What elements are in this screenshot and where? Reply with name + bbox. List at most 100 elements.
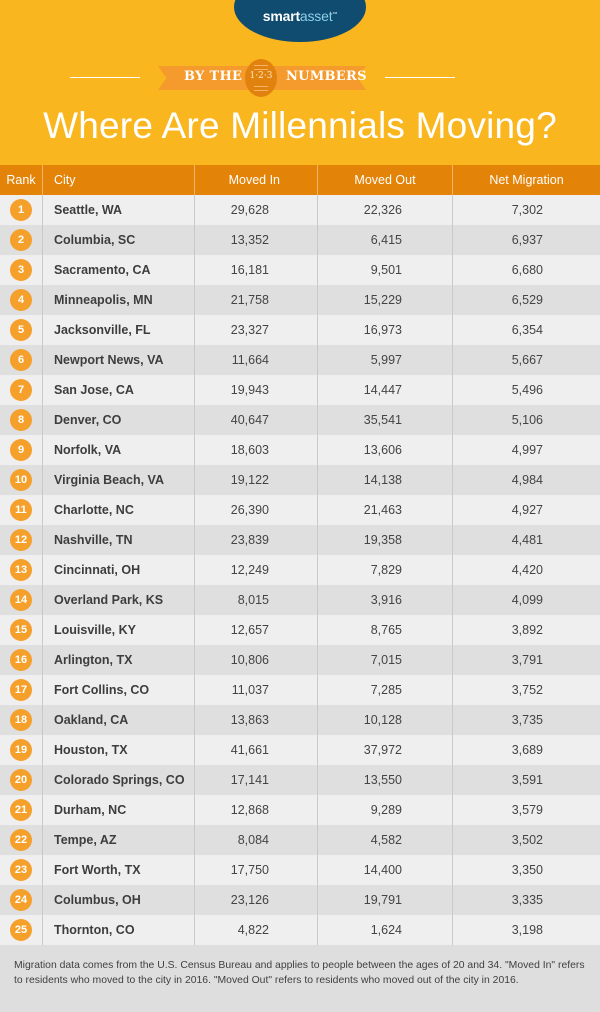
table-row: 16 Arlington, TX 10,806 7,015 3,791 (0, 645, 600, 675)
net-migration-cell: 3,752 (511, 683, 543, 697)
moved-in-cell: 41,661 (195, 735, 318, 765)
rank-badge: 4 (10, 289, 32, 311)
net-migration-cell: 3,579 (511, 803, 543, 817)
badge-text: 1·2·3 (249, 71, 273, 81)
table-row: 2 Columbia, SC 13,352 6,415 6,937 (0, 225, 600, 255)
table-row: 24 Columbus, OH 23,126 19,791 3,335 (0, 885, 600, 915)
rank-cell: 4 (0, 285, 43, 315)
moved-in-cell: 23,327 (195, 315, 318, 345)
ribbon-right-text: NUMBERS (286, 69, 367, 84)
badge-line (254, 86, 268, 87)
rank-cell: 11 (0, 495, 43, 525)
rank-badge: 24 (10, 889, 32, 911)
table-header: Rank City Moved In Moved Out Net Migrati… (0, 165, 600, 195)
logo-bold: smart (262, 8, 300, 24)
header-rank: Rank (0, 165, 43, 195)
moved-out-cell: 7,015 (318, 645, 453, 675)
moved-in-cell: 4,822 (195, 915, 318, 945)
net-migration-cell: 3,892 (511, 623, 543, 637)
net-migration-cell: 3,735 (511, 713, 543, 727)
moved-out-cell: 22,326 (318, 195, 453, 225)
moved-in-cell: 21,758 (195, 285, 318, 315)
moved-out-cell: 7,829 (318, 555, 453, 585)
header-city: City (43, 165, 195, 195)
city-cell: Charlotte, NC (43, 495, 195, 525)
net-migration-cell: 3,350 (511, 863, 543, 877)
moved-in-cell: 11,664 (195, 345, 318, 375)
net-migration-cell: 5,106 (511, 413, 543, 427)
moved-in-cell: 19,943 (195, 375, 318, 405)
city-cell: Nashville, TN (43, 525, 195, 555)
moved-in-cell: 8,084 (195, 825, 318, 855)
net-migration-cell: 4,997 (511, 443, 543, 457)
moved-in-cell: 12,868 (195, 795, 318, 825)
rank-badge: 18 (10, 709, 32, 731)
page-title: Where Are Millennials Moving? (43, 105, 557, 146)
migration-table: Rank City Moved In Moved Out Net Migrati… (0, 165, 600, 945)
rank-cell: 13 (0, 555, 43, 585)
rank-cell: 5 (0, 315, 43, 345)
rank-badge: 20 (10, 769, 32, 791)
moved-out-cell: 6,415 (318, 225, 453, 255)
rank-badge: 7 (10, 379, 32, 401)
rank-cell: 7 (0, 375, 43, 405)
city-cell: Jacksonville, FL (43, 315, 195, 345)
city-cell: Fort Collins, CO (43, 675, 195, 705)
net-migration-cell: 6,937 (511, 233, 543, 247)
rank-cell: 3 (0, 255, 43, 285)
rank-cell: 1 (0, 195, 43, 225)
table-row: 15 Louisville, KY 12,657 8,765 3,892 (0, 615, 600, 645)
rank-cell: 9 (0, 435, 43, 465)
moved-in-cell: 18,603 (195, 435, 318, 465)
moved-in-cell: 11,037 (195, 675, 318, 705)
divider-right (385, 77, 455, 78)
header-moved-out: Moved Out (318, 165, 453, 195)
moved-in-cell: 29,628 (195, 195, 318, 225)
net-migration-cell: 3,689 (511, 743, 543, 757)
rank-badge: 16 (10, 649, 32, 671)
by-the-numbers-ribbon: BY THE 1·2·3 NUMBERS (158, 59, 367, 97)
city-cell: Louisville, KY (43, 615, 195, 645)
badge-line (254, 65, 268, 66)
rank-badge: 6 (10, 349, 32, 371)
moved-out-cell: 3,916 (318, 585, 453, 615)
table-row: 20 Colorado Springs, CO 17,141 13,550 3,591 (0, 765, 600, 795)
table-row: 12 Nashville, TN 23,839 19,358 4,481 (0, 525, 600, 555)
net-migration-cell: 5,496 (511, 383, 543, 397)
moved-in-cell: 17,141 (195, 765, 318, 795)
rank-badge: 13 (10, 559, 32, 581)
moved-in-cell: 13,863 (195, 705, 318, 735)
rank-cell: 12 (0, 525, 43, 555)
rank-badge: 9 (10, 439, 32, 461)
net-migration-cell: 6,354 (511, 323, 543, 337)
moved-out-cell: 7,285 (318, 675, 453, 705)
logo-light: asset (299, 8, 333, 24)
table-row: 8 Denver, CO 40,647 35,541 5,106 (0, 405, 600, 435)
city-cell: Columbia, SC (43, 225, 195, 255)
net-migration-cell: 4,481 (511, 533, 543, 547)
city-cell: Columbus, OH (43, 885, 195, 915)
badge-line (254, 90, 268, 91)
moved-in-cell: 17,750 (195, 855, 318, 885)
rank-badge: 23 (10, 859, 32, 881)
moved-out-cell: 5,997 (318, 345, 453, 375)
city-cell: Houston, TX (43, 735, 195, 765)
rank-badge: 12 (10, 529, 32, 551)
net-migration-cell: 3,198 (511, 923, 543, 937)
table-row: 5 Jacksonville, FL 23,327 16,973 6,354 (0, 315, 600, 345)
net-migration-cell: 6,680 (511, 263, 543, 277)
moved-in-cell: 26,390 (195, 495, 318, 525)
rank-badge: 19 (10, 739, 32, 761)
rank-badge: 25 (10, 919, 32, 941)
moved-in-cell: 19,122 (195, 465, 318, 495)
trademark: ™ (332, 11, 338, 18)
rank-cell: 25 (0, 915, 43, 945)
rank-cell: 16 (0, 645, 43, 675)
city-cell: Colorado Springs, CO (43, 765, 195, 795)
table-row: 23 Fort Worth, TX 17,750 14,400 3,350 (0, 855, 600, 885)
rank-cell: 10 (0, 465, 43, 495)
moved-out-cell: 8,765 (318, 615, 453, 645)
table-row: 10 Virginia Beach, VA 19,122 14,138 4,984 (0, 465, 600, 495)
net-migration-cell: 4,927 (511, 503, 543, 517)
moved-in-cell: 13,352 (195, 225, 318, 255)
